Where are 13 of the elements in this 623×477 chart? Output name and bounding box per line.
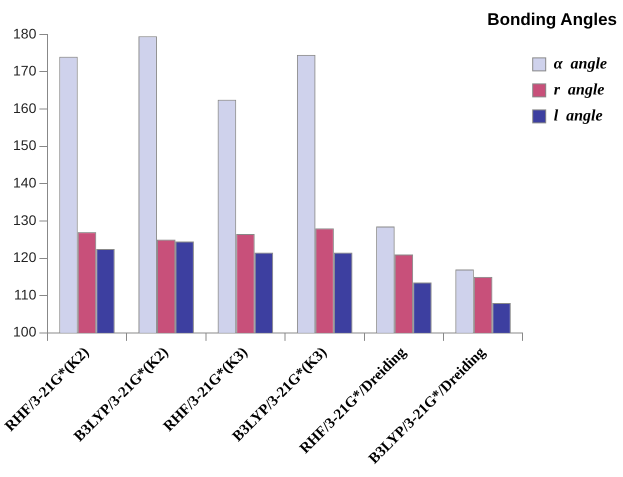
y-tick-label: 170 (13, 62, 37, 79)
legend-label: α angle (554, 56, 607, 73)
chart-title: Bonding Angles (487, 10, 617, 29)
y-tick-label: 110 (14, 286, 37, 302)
y-tick-label: 140 (13, 174, 37, 191)
y-tick-label: 120 (13, 249, 37, 266)
y-tick-label: 150 (13, 137, 37, 154)
y-tick-label: 100 (13, 324, 37, 340)
y-tick-label: 160 (13, 100, 37, 116)
legend-label: r angle (554, 82, 604, 99)
y-tick-label: 180 (13, 25, 37, 42)
y-tick-label: 130 (13, 212, 37, 228)
legend-label: l angle (554, 108, 603, 125)
